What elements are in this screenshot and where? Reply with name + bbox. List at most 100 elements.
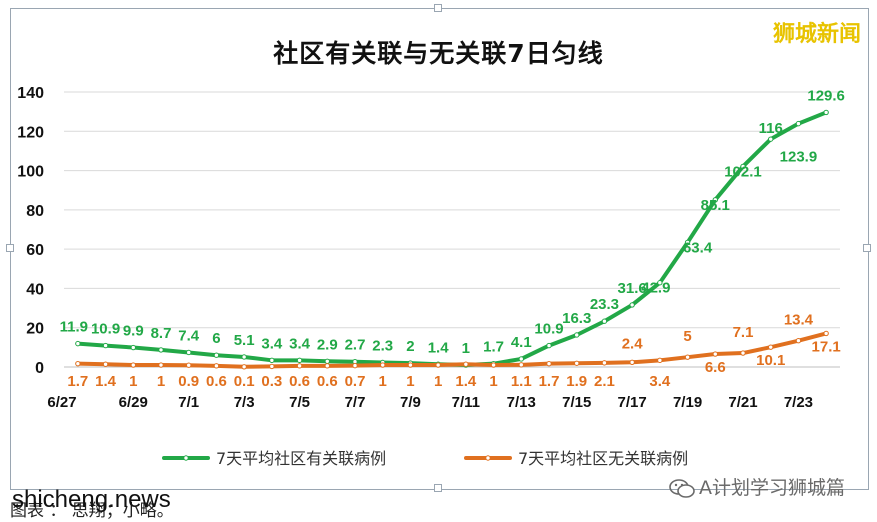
x-tick-label: 7/13 <box>507 394 536 411</box>
data-label: 0.6 <box>289 373 310 390</box>
data-label: 2.3 <box>372 337 393 354</box>
data-label: 2.9 <box>317 336 338 353</box>
legend: 7天平均社区有关联病例 7天平均社区无关联病例 <box>162 449 688 468</box>
data-label: 13.4 <box>784 312 814 329</box>
resize-handle-left[interactable] <box>6 244 14 252</box>
data-point <box>213 363 220 369</box>
data-point <box>186 362 192 368</box>
data-point <box>324 358 330 365</box>
data-label: 1 <box>157 373 165 390</box>
data-label: 1.7 <box>67 373 88 390</box>
watermark-account: A计划学习狮城篇 <box>669 473 845 500</box>
data-point <box>241 354 247 360</box>
data-point <box>186 349 192 356</box>
data-point <box>102 361 109 367</box>
data-label: 10.9 <box>534 321 563 338</box>
data-label: 0.9 <box>178 373 199 390</box>
data-point <box>130 344 136 351</box>
data-point <box>574 360 580 366</box>
y-tick-label: 40 <box>26 281 44 298</box>
data-label: 4.1 <box>511 334 532 351</box>
data-point <box>75 340 81 347</box>
data-point <box>490 362 497 368</box>
data-label: 1.4 <box>428 339 450 356</box>
data-label: 23.3 <box>590 296 619 313</box>
data-label: 2.4 <box>622 335 644 352</box>
data-label: 3.4 <box>261 335 283 352</box>
data-label: 7.4 <box>178 327 200 344</box>
x-tick-label: 6/27 <box>47 394 76 411</box>
chart-title: 社区有关联与无关联7日匀线 <box>273 39 604 68</box>
wechat-icon <box>669 478 695 498</box>
data-point <box>241 364 247 370</box>
brand-logo-text: 狮城新闻 <box>770 16 863 48</box>
data-point <box>684 239 691 246</box>
data-point <box>629 359 635 365</box>
x-tick-label: 6/29 <box>119 394 148 411</box>
resize-handle-top[interactable] <box>434 4 442 12</box>
data-point <box>158 347 164 353</box>
data-label: 5 <box>683 328 691 345</box>
x-tick-label: 7/3 <box>234 394 255 411</box>
data-label: 42.9 <box>641 280 670 297</box>
data-point <box>546 360 552 367</box>
data-point <box>352 362 358 369</box>
data-label: 11.9 <box>60 319 88 336</box>
data-label: 1 <box>406 373 414 390</box>
data-label: 0.3 <box>261 373 282 390</box>
data-point <box>269 363 275 370</box>
y-tick-label: 80 <box>26 203 44 220</box>
data-label: 1 <box>379 373 387 390</box>
data-point <box>269 357 275 364</box>
data-point <box>324 363 330 369</box>
data-point <box>712 197 718 203</box>
data-label: 1 <box>462 340 470 357</box>
data-point <box>684 354 691 360</box>
legend-label: 7天平均社区有关联病例 <box>216 449 386 468</box>
data-point <box>657 280 663 286</box>
resize-handle-bottom[interactable] <box>434 484 442 492</box>
x-tick-label: 7/5 <box>289 394 310 411</box>
x-tick-label: 7/19 <box>673 394 702 411</box>
data-point <box>75 360 81 367</box>
data-label: 1.4 <box>455 373 477 390</box>
data-label: 3.4 <box>649 373 671 390</box>
data-point <box>823 109 829 116</box>
data-point <box>768 136 774 142</box>
data-label: 1.4 <box>95 373 117 390</box>
data-point <box>657 357 663 364</box>
data-label: 3.4 <box>289 335 311 352</box>
watermark-site: shicheng.news <box>12 486 171 513</box>
data-point <box>795 337 802 344</box>
data-label: 116 <box>759 120 783 137</box>
resize-handle-right[interactable] <box>863 244 871 252</box>
data-label: 6 <box>212 330 220 347</box>
data-label-layer: 11.9 10.9 9.9 8.7 7.4 6 5.1 3.4 3.4 2.9 2.7 2.3 2 1.4… <box>60 87 845 390</box>
data-label: 1.1 <box>511 373 532 390</box>
data-point <box>158 362 164 368</box>
data-label: 8.7 <box>151 325 172 342</box>
data-point <box>740 163 746 170</box>
data-point <box>574 332 580 338</box>
data-point <box>296 357 303 364</box>
image-caption: 图表 ： 思翔；小略。 <box>10 501 174 521</box>
data-label: 102.1 <box>724 163 762 180</box>
data-label: 17.1 <box>812 338 841 355</box>
data-label: 31.6 <box>618 280 647 297</box>
data-point <box>601 318 608 324</box>
data-label: 10.1 <box>756 352 785 369</box>
data-label: 16.3 <box>562 310 591 327</box>
x-tick-label: 7/7 <box>345 394 366 411</box>
data-point <box>768 344 774 350</box>
data-point <box>518 356 524 362</box>
data-point <box>296 363 303 369</box>
data-label: 0.1 <box>234 373 255 390</box>
legend-label: 7天平均社区无关联病例 <box>518 449 688 468</box>
legend-marker <box>485 455 491 461</box>
data-label: 1.9 <box>566 373 587 390</box>
data-point <box>518 362 524 368</box>
data-label: 1 <box>129 373 137 390</box>
data-label: 2.1 <box>594 373 615 390</box>
x-tick-label: 7/9 <box>400 394 421 411</box>
